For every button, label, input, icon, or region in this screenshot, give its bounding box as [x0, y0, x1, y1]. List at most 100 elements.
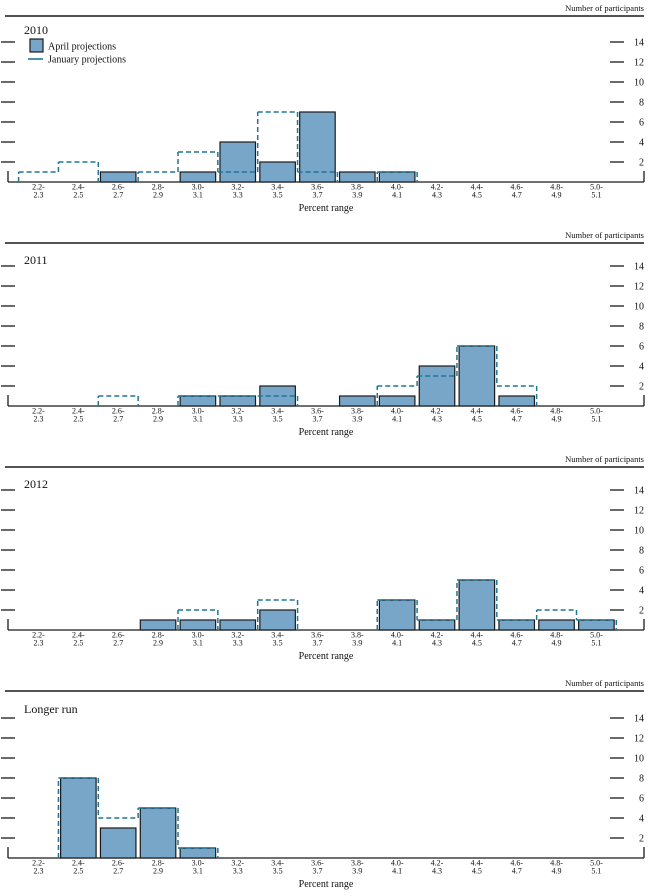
bar-4.6-4.7: [498, 395, 536, 407]
x-category-label-bottom: 2.5: [73, 191, 83, 200]
bar-2.4-2.5: [59, 777, 97, 859]
panel-2011: Number of participants 2 4 6 8 10 12 14 2.2- 2.3 2…: [0, 228, 650, 452]
x-category-label-top: 3.0-: [192, 859, 205, 868]
y-tick-label: 6: [639, 566, 644, 577]
x-category-label-top: 3.6-: [311, 183, 324, 192]
x-category-label-top: 2.4-: [72, 407, 85, 416]
x-category-label-bottom: 2.9: [153, 867, 163, 876]
x-category-label-bottom: 3.3: [233, 867, 243, 876]
x-category-label-top: 2.6-: [112, 407, 125, 416]
y-tick-label: 12: [634, 282, 644, 293]
x-category-label-bottom: 3.9: [352, 191, 362, 200]
x-category-label-top: 4.6-: [510, 631, 523, 640]
bar-4.2-4.3: [418, 365, 456, 407]
x-category-label-bottom: 3.3: [233, 191, 243, 200]
y-tick-label: 2: [639, 606, 644, 617]
x-category-label-bottom: 3.5: [273, 191, 283, 200]
bar-4.4-4.5: [458, 579, 496, 631]
bar-3.0-3.1: [179, 619, 217, 631]
y-tick-label: 8: [639, 774, 644, 785]
x-category-label-top: 2.8-: [152, 407, 165, 416]
legend-april-label: April projections: [48, 42, 116, 53]
x-category-label-top: 3.2-: [231, 407, 244, 416]
bar-3.0-3.1: [179, 171, 217, 183]
x-category-label-top: 3.6-: [311, 859, 324, 868]
x-category-label-bottom: 4.5: [472, 867, 482, 876]
y-tick-label: 8: [639, 98, 644, 109]
january-projections-line: [97, 345, 538, 406]
x-category-label-top: 2.6-: [112, 183, 125, 192]
january-projections-line: [17, 111, 418, 182]
x-category-label-bottom: 4.9: [552, 415, 562, 424]
legend-april-swatch: [29, 38, 44, 53]
x-category-label-top: 3.0-: [192, 631, 205, 640]
bar-3.8-3.9: [338, 395, 376, 407]
x-category-label-bottom: 2.7: [113, 191, 123, 200]
x-category-label-bottom: 2.9: [153, 415, 163, 424]
y-axis-title: Number of participants: [565, 230, 644, 240]
y-tick-label: 12: [634, 506, 644, 517]
x-category-label-bottom: 4.3: [432, 191, 442, 200]
x-category-label-top: 3.4-: [271, 407, 284, 416]
x-category-label-top: 2.2-: [32, 631, 45, 640]
bar-4.0-4.1: [378, 599, 416, 631]
x-category-label-bottom: 3.7: [312, 639, 322, 648]
x-category-label-top: 4.2-: [431, 859, 444, 868]
x-category-label-top: 2.2-: [32, 407, 45, 416]
histogram-longer-run: Number of participants 2 4 6 8 10 12 14 2.2-2.3 2…: [1, 678, 645, 890]
x-category-label-top: 3.2-: [231, 183, 244, 192]
x-category-label-bottom: 4.7: [512, 415, 522, 424]
x-category-label-bottom: 4.5: [472, 639, 482, 648]
y-axis-title: Number of participants: [565, 3, 644, 13]
x-category-label-top: 5.0-: [590, 407, 603, 416]
y-tick-label: 8: [639, 322, 644, 333]
x-category-label-bottom: 5.1: [591, 415, 601, 424]
x-category-label-bottom: 3.7: [312, 191, 322, 200]
bar-4.8-4.9: [538, 619, 575, 631]
panel-longer-run: Number of participants 2 4 6 8 10 12 14 2.2- 2.3 2…: [0, 676, 650, 896]
x-axis-title: Percent range: [299, 203, 354, 214]
y-tick-label: 12: [634, 734, 644, 745]
panel-title: 2012: [24, 477, 48, 491]
x-category-label-top: 4.4-: [471, 407, 484, 416]
x-category-label-top: 4.4-: [471, 859, 484, 868]
y-tick-label: 4: [639, 586, 644, 597]
x-category-label-bottom: 4.7: [512, 639, 522, 648]
x-category-label-bottom: 3.3: [233, 415, 243, 424]
x-category-label-top: 4.0-: [391, 407, 404, 416]
x-category-label-bottom: 4.1: [392, 867, 402, 876]
y-tick-label: 10: [634, 754, 644, 765]
x-category-label-bottom: 4.5: [472, 191, 482, 200]
x-category-label-top: 2.6-: [112, 631, 125, 640]
x-category-label-top: 3.8-: [351, 859, 364, 868]
x-category-label-top: 4.2-: [431, 183, 444, 192]
x-category-label-top: 2.4-: [72, 631, 85, 640]
y-tick-label: 14: [634, 262, 644, 273]
panel-title: Longer run: [24, 702, 78, 716]
x-category-label-top: 3.4-: [271, 631, 284, 640]
bar-4.0-4.1: [378, 395, 416, 407]
x-category-label-top: 5.0-: [590, 631, 603, 640]
x-category-label-bottom: 4.3: [432, 639, 442, 648]
x-category-label-top: 4.4-: [471, 183, 484, 192]
x-category-label-top: 4.0-: [391, 631, 404, 640]
x-category-label-bottom: 4.5: [472, 415, 482, 424]
x-category-label-bottom: 4.9: [552, 639, 562, 648]
x-category-label-bottom: 3.1: [193, 191, 203, 200]
histogram-2011: Number of participants 2 4 6 8 10 12 14 2.2-2.3 2…: [1, 230, 645, 438]
x-category-label-bottom: 3.5: [273, 639, 283, 648]
x-axis-title: Percent range: [299, 879, 354, 890]
x-category-label-top: 3.6-: [311, 631, 324, 640]
x-category-label-bottom: 3.1: [193, 867, 203, 876]
x-category-label-bottom: 3.9: [352, 867, 362, 876]
x-category-label-top: 4.6-: [510, 407, 523, 416]
bar-3.8-3.9: [338, 171, 376, 183]
x-category-label-bottom: 2.7: [113, 415, 123, 424]
bar-4.4-4.5: [458, 345, 496, 407]
y-axis-title: Number of participants: [565, 454, 644, 464]
x-category-label-bottom: 2.5: [73, 867, 83, 876]
x-category-label-top: 2.4-: [72, 859, 85, 868]
bar-3.6-3.7: [299, 111, 336, 183]
x-category-label-bottom: 2.7: [113, 867, 123, 876]
bar-2.6-2.7: [99, 171, 137, 183]
